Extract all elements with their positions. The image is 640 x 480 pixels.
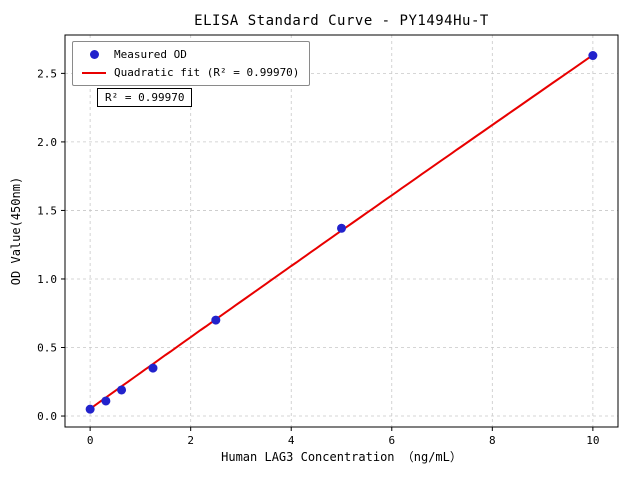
data-point xyxy=(85,404,95,414)
data-point xyxy=(588,51,598,61)
legend-label-measured-od: Measured OD xyxy=(114,48,187,61)
y-axis-label: OD Value(450nm) xyxy=(9,176,23,286)
x-tick-label: 8 xyxy=(489,434,496,447)
x-tick-label: 4 xyxy=(288,434,295,447)
r-squared-annotation: R² = 0.99970 xyxy=(97,88,193,107)
legend-marker-wrap xyxy=(81,50,107,59)
axes-border xyxy=(64,34,619,428)
x-tick-label: 10 xyxy=(586,434,599,447)
data-point xyxy=(101,396,111,406)
legend-label-quadratic-fit: Quadratic fit (R² = 0.99970) xyxy=(114,66,300,79)
y-tick-label: 1.5 xyxy=(37,204,57,217)
data-point xyxy=(117,385,127,395)
legend-item-quadratic-fit: Quadratic fit (R² = 0.99970) xyxy=(81,66,299,79)
x-axis-label: Human LAG3 Concentration （ng/mL） xyxy=(221,450,462,464)
x-tick-label: 6 xyxy=(388,434,395,447)
scatter-marker-icon xyxy=(89,50,99,59)
data-point xyxy=(211,315,221,325)
data-point xyxy=(337,223,346,233)
y-tick-label: 1.0 xyxy=(37,273,57,286)
y-tick-label: 2.0 xyxy=(37,136,57,149)
y-tick-label: 0.0 xyxy=(37,410,57,423)
legend-marker-wrap xyxy=(81,71,107,74)
y-tick-label: 2.5 xyxy=(37,67,57,80)
legend-item-measured-od: Measured OD xyxy=(81,48,299,61)
chart-title: ELISA Standard Curve - PY1494Hu-T xyxy=(194,13,489,29)
x-tick-label: 2 xyxy=(187,434,194,447)
line-marker-icon xyxy=(82,71,106,74)
data-point xyxy=(148,363,158,373)
x-tick-label: 0 xyxy=(87,434,94,447)
legend: Measured OD Quadratic fit (R² = 0.99970) xyxy=(72,41,311,86)
y-tick-label: 0.5 xyxy=(37,342,57,355)
